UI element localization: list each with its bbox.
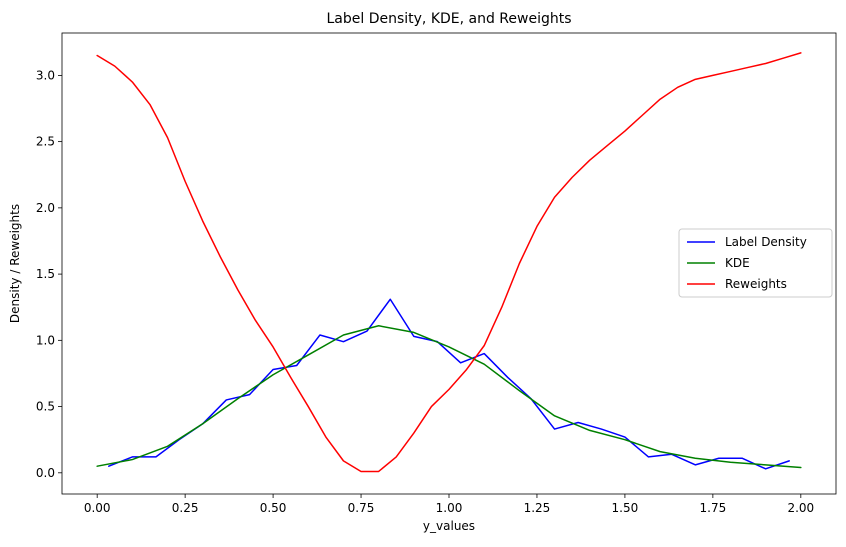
y-tick-label: 1.0 [36, 333, 55, 347]
x-tick-label: 0.00 [84, 501, 111, 515]
x-tick-label: 2.00 [787, 501, 814, 515]
x-tick-label: 1.00 [436, 501, 463, 515]
x-tick-label: 1.50 [612, 501, 639, 515]
y-tick-label: 3.0 [36, 68, 55, 82]
series-line-reweights [96, 52, 802, 473]
chart-title: Label Density, KDE, and Reweights [326, 11, 571, 27]
y-tick-label: 0.5 [36, 400, 55, 414]
legend-box [678, 228, 833, 298]
y-axis-label: Density / Reweights [8, 204, 22, 323]
legend-entry-label: KDE [725, 256, 750, 270]
y-tick-label: 2.5 [36, 135, 55, 149]
y-axis-ticks: 0.0 0.5 1.0 1.5 2.0 2.5 3.0 [36, 68, 62, 480]
y-tick-label: 0.0 [36, 466, 55, 480]
x-tick-label: 1.25 [524, 501, 551, 515]
y-tick-label: 1.5 [36, 267, 55, 281]
y-tick-label: 2.0 [36, 201, 55, 215]
x-tick-label: 0.75 [348, 501, 375, 515]
x-tick-label: 1.75 [700, 501, 727, 515]
x-axis-label: y_values [423, 519, 475, 533]
series-line-label-density [108, 298, 790, 470]
series-line-kde [96, 325, 802, 469]
x-tick-label: 0.50 [260, 501, 287, 515]
x-axis-ticks: 0.00 0.25 0.50 0.75 1.00 1.25 1.50 1.75 2.00 [84, 494, 814, 515]
series-lines [96, 52, 802, 473]
legend-entry-label: Label Density [725, 235, 807, 249]
legend: Label Density KDE Reweights [678, 228, 833, 298]
x-tick-label: 0.25 [172, 501, 199, 515]
legend-entry-label: Reweights [725, 277, 787, 291]
